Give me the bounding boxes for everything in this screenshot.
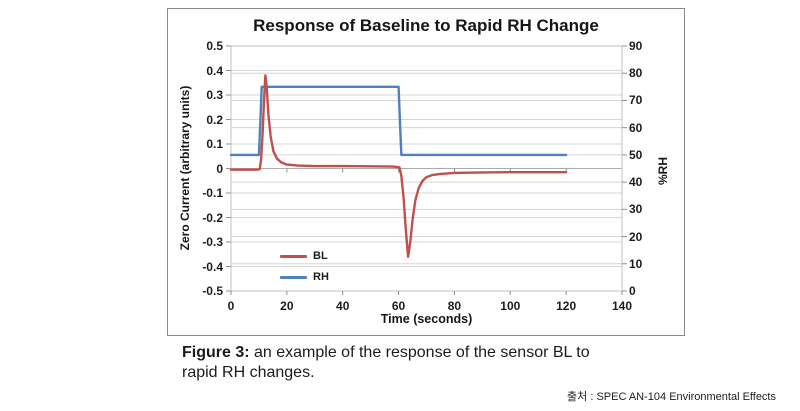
x-tick-label: 120 (556, 299, 577, 313)
y-left-tick-label: 0 (216, 161, 223, 176)
y-right-tick-label: 0 (629, 284, 636, 298)
legend-label-bl: BL (313, 250, 328, 262)
y-left-tick-label: 0.1 (206, 137, 223, 151)
y-right-tick-label: 10 (629, 256, 643, 271)
y-right-tick-label: 60 (629, 120, 643, 135)
chart: Response of Baseline to Rapid RH Change … (167, 8, 685, 336)
figure-caption-line2: rapid RH changes. (182, 363, 315, 381)
y-left-tick-label: 0.3 (206, 88, 223, 102)
legend: BL RH (280, 247, 329, 289)
y-left-tick-label: 0.4 (206, 63, 223, 78)
y-right-tick-label: 50 (629, 147, 643, 162)
x-tick-label: 60 (391, 299, 406, 313)
y-left-tick-label: -0.1 (202, 186, 223, 200)
y-right-tick-label: 30 (629, 202, 643, 217)
legend-item-bl: BL (280, 247, 329, 265)
y-left-tick-label: -0.5 (202, 284, 223, 298)
plot-area (226, 45, 627, 295)
y-left-tick-label: -0.4 (202, 259, 223, 274)
figure-caption-prefix: Figure 3: (182, 344, 250, 361)
rh-line-swatch (280, 275, 307, 279)
y-right-tick-label: 20 (629, 229, 643, 244)
legend-label-rh: RH (313, 271, 329, 283)
y-left-tick-label: 0.5 (206, 39, 223, 53)
y-left-tick-label: 0.2 (206, 112, 223, 127)
y-right-tick-label: 80 (629, 66, 643, 81)
x-tick-label: 0 (227, 299, 235, 313)
chart-title: Response of Baseline to Rapid RH Change (253, 16, 599, 35)
x-tick-label: 100 (500, 299, 521, 313)
figure-caption-line1: an example of the response of the sensor… (254, 344, 590, 361)
y-right-tick-label: 40 (629, 175, 643, 190)
x-tick-label: 80 (447, 299, 462, 313)
y-left-tick-label: -0.2 (202, 210, 223, 225)
y-right-tick-label: 70 (629, 93, 643, 108)
y-right-tick-label: 90 (629, 39, 643, 53)
x-tick-label: 20 (280, 299, 294, 313)
x-tick-label: 40 (336, 299, 350, 313)
bl-line-swatch (280, 254, 307, 258)
y-left-tick-label: -0.3 (202, 235, 223, 249)
x-tick-label: 140 (611, 299, 633, 313)
bl-series-line (229, 74, 568, 258)
source-credit: 출처 : SPEC AN-104 Environmental Effects (567, 391, 776, 403)
legend-item-rh: RH (280, 268, 329, 286)
figure-caption: Figure 3: an example of the response of … (182, 343, 652, 382)
rh-series-line (229, 85, 568, 157)
x-axis-title: Time (seconds) (380, 312, 473, 326)
